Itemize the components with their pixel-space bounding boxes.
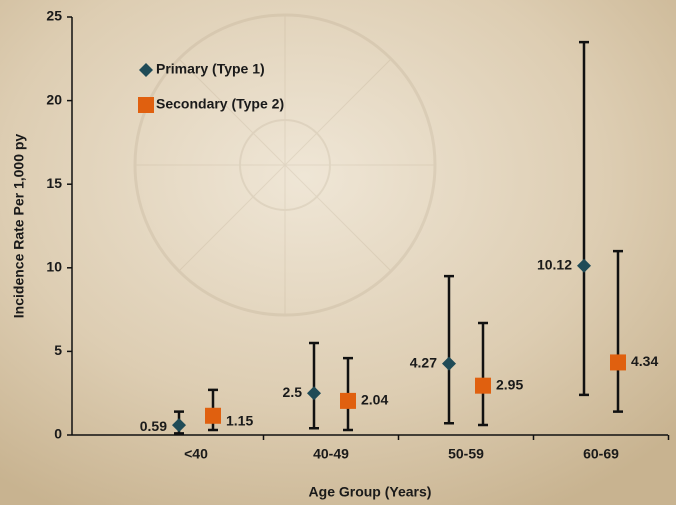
x-tick-label: <40 <box>184 446 208 462</box>
data-point <box>475 378 491 394</box>
legend-label: Secondary (Type 2) <box>156 96 284 112</box>
x-tick-label: 40-49 <box>313 446 349 462</box>
background <box>0 0 676 505</box>
data-label: 2.95 <box>496 376 523 392</box>
x-axis-title: Age Group (Years) <box>309 484 432 500</box>
data-label: 1.15 <box>226 412 253 428</box>
y-tick-label: 20 <box>46 91 62 107</box>
data-label: 2.04 <box>361 392 388 408</box>
data-point <box>610 354 626 370</box>
data-point <box>205 408 221 424</box>
data-label: 4.34 <box>631 353 658 369</box>
y-tick-label: 0 <box>54 426 62 442</box>
y-tick-label: 5 <box>54 342 62 358</box>
y-tick-label: 25 <box>46 8 62 24</box>
x-tick-label: 60-69 <box>583 446 619 462</box>
legend-label: Primary (Type 1) <box>156 61 265 77</box>
y-tick-label: 15 <box>46 175 62 191</box>
data-label: 0.59 <box>140 418 167 434</box>
chart: Age Group (Years) Incidence Rate Per 1,0… <box>0 0 676 505</box>
y-tick-label: 10 <box>46 259 62 275</box>
data-point <box>340 393 356 409</box>
data-label: 4.27 <box>410 354 437 370</box>
x-tick-label: 50-59 <box>448 446 484 462</box>
data-label: 2.5 <box>283 384 303 400</box>
y-axis-title: Incidence Rate Per 1,000 py <box>11 134 27 319</box>
data-label: 10.12 <box>537 256 572 272</box>
legend-marker <box>138 97 154 113</box>
